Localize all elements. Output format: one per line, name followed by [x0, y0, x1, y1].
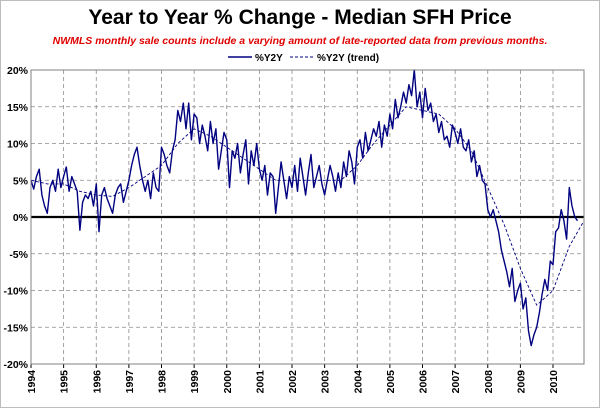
- y-tick-label: 0%: [13, 212, 29, 224]
- x-tick-label: 2008: [483, 370, 495, 394]
- y-axis: -20% -15% -10% -5% 0% 5% 10% 15% 20%: [3, 65, 28, 371]
- chart-title: Year to Year % Change - Median SFH Price: [88, 6, 512, 29]
- x-tick-label: 2001: [254, 370, 266, 394]
- x-tick-label: 2004: [352, 370, 364, 394]
- y-tick-label: -20%: [3, 359, 28, 371]
- x-tick-label: 2000: [222, 370, 234, 394]
- y-tick-label: -10%: [3, 286, 28, 298]
- y-tick-label: -15%: [3, 322, 28, 334]
- y-tick-label: 5%: [13, 175, 29, 187]
- x-tick-label: 1994: [26, 370, 38, 394]
- chart-subtitle: NWMLS monthly sale counts include a vary…: [52, 35, 548, 47]
- x-tick-label: 1998: [157, 370, 169, 394]
- x-tick-label: 2009: [515, 370, 527, 394]
- x-tick-label: 1999: [189, 370, 201, 394]
- x-tick-label: 2005: [385, 370, 397, 394]
- x-tick-label: 2010: [548, 370, 560, 394]
- x-tick-label: 2002: [287, 370, 299, 394]
- x-tick-label: 1997: [124, 370, 136, 394]
- x-tick-label: 2003: [320, 370, 332, 394]
- y-tick-label: -5%: [9, 249, 28, 261]
- series-line-trend: [30, 106, 585, 306]
- y-tick-label: 15%: [7, 102, 29, 114]
- series-lines: [30, 69, 585, 347]
- x-tick-label: 2006: [418, 370, 430, 394]
- y-tick-label: 20%: [7, 65, 29, 77]
- legend: %Y2Y %Y2Y (trend): [228, 53, 379, 64]
- series-line-y2y: [30, 69, 579, 347]
- x-tick-label: 1996: [91, 370, 103, 394]
- legend-label-trend: %Y2Y (trend): [317, 53, 379, 64]
- x-axis: 1994 1995 1996 1997 1998 1999 2000 2001 2002 2003…: [26, 364, 560, 393]
- legend-label-y2y: %Y2Y: [255, 53, 283, 64]
- y-tick-label: 10%: [7, 139, 29, 151]
- x-tick-label: 1995: [59, 370, 71, 394]
- plot-area-border: [30, 69, 585, 365]
- x-tick-label: 2007: [450, 370, 462, 394]
